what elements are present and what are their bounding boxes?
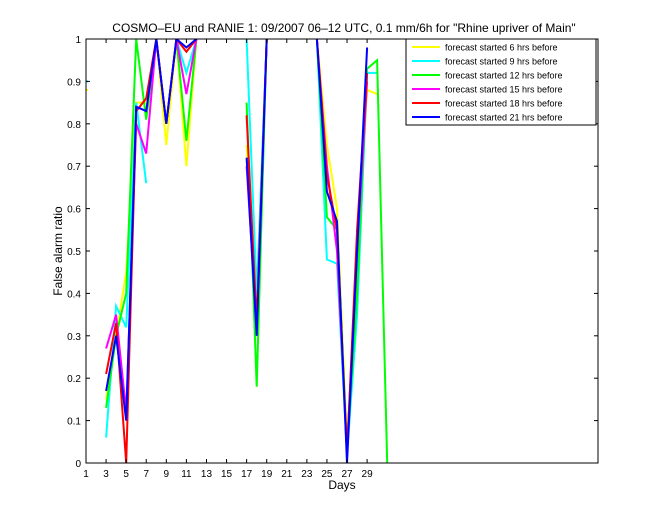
series-line [245,39,268,336]
axes-layer: 1 3 5 7 9 11 13 15 17 19 21 23 25 27 2900.10.20.30.40.… [67,35,598,480]
series-layer [86,39,389,463]
x-tick-label: 15 [221,469,233,480]
x-tick-label: 17 [241,469,253,480]
x-tick-label: 29 [362,469,374,480]
y-tick-label: 0.7 [67,162,81,173]
x-tick-label: 3 [103,469,109,480]
y-tick-label: 1 [75,35,81,46]
legend-label: forecast started 18 hrs before [445,99,563,109]
y-tick-label: 0.4 [67,289,81,300]
x-axis-label: Days [328,478,355,492]
y-tick-label: 0 [75,459,81,470]
y-tick-label: 0.3 [67,332,81,343]
x-tick-label: 13 [201,469,213,480]
series-line [315,39,369,463]
y-tick-label: 0.1 [67,417,81,428]
legend-label: forecast started 9 hrs before [445,57,558,67]
x-tick-label: 11 [181,469,192,480]
legend-label: forecast started 12 hrs before [445,71,563,81]
y-axis-label: False alarm ratio [51,206,65,296]
x-tick-label: 19 [261,469,273,480]
chart-title: COSMO–EU and RANIE 1: 09/2007 06–12 UTC,… [112,21,575,35]
x-tick-label: 1 [83,469,89,480]
legend: forecast started 6 hrs before forecast st… [405,38,597,126]
legend-box [405,38,597,126]
legend-label: forecast started 15 hrs before [445,85,563,95]
x-tick-label: 23 [301,469,313,480]
legend-label: forecast started 21 hrs before [445,113,563,123]
x-tick-label: 25 [321,469,333,480]
series-line [105,39,198,421]
x-tick-label: 9 [164,469,170,480]
x-tick-label: 5 [123,469,129,480]
plot-frame [85,38,599,464]
y-tick-label: 0.8 [67,120,81,131]
y-tick-label: 0.9 [67,77,81,88]
y-tick-label: 0.5 [67,247,81,258]
x-tick-label: 27 [341,469,353,480]
legend-items: forecast started 6 hrs before forecast st… [412,43,563,123]
y-tick-label: 0.6 [67,205,81,216]
y-tick-label: 0.2 [67,374,81,385]
x-tick-label: 21 [281,469,293,480]
x-tick-label: 7 [143,469,149,480]
series-6 [105,39,369,463]
series-line [105,39,198,413]
legend-label: forecast started 6 hrs before [445,43,558,53]
